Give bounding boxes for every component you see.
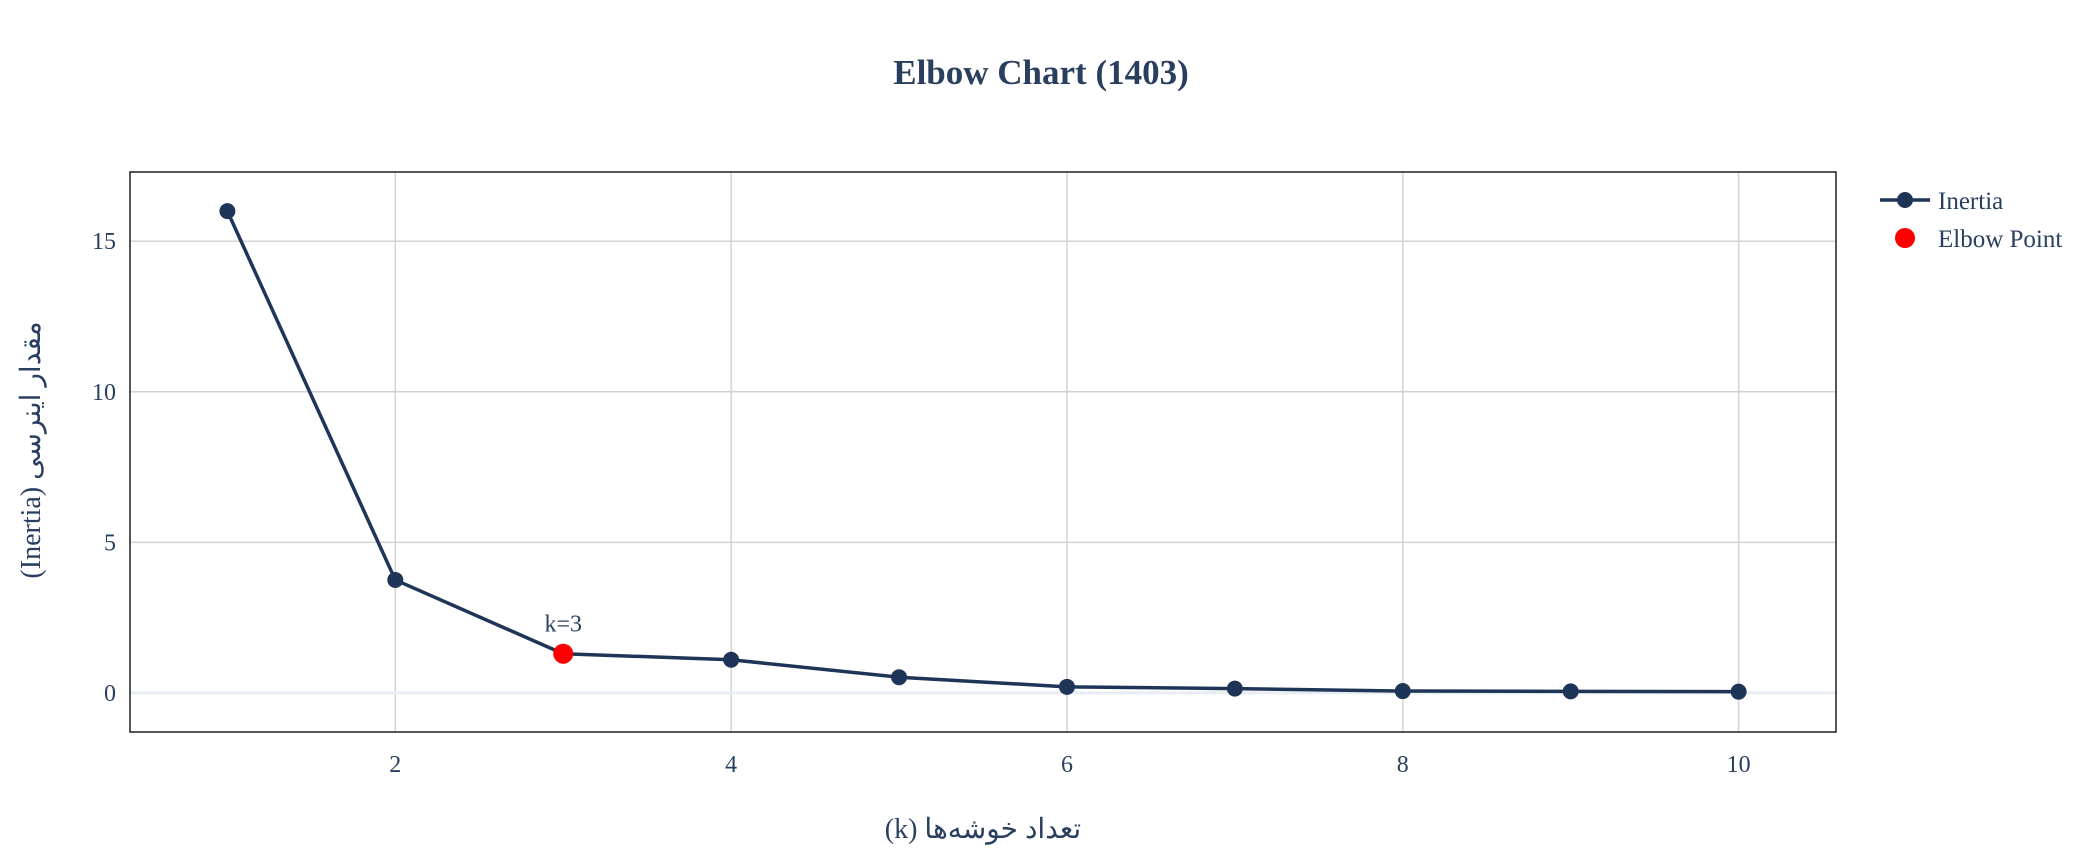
tick-labels: 2 4 6 8 10 0 5 10 15 xyxy=(92,229,1751,778)
data-point xyxy=(1562,683,1579,700)
data-point xyxy=(219,203,236,220)
elbow-point-marker xyxy=(553,643,574,664)
series-line-0 xyxy=(225,210,1739,694)
data-point xyxy=(387,571,404,588)
x-tick-label: 6 xyxy=(1061,752,1073,778)
legend-item[interactable]: Inertia xyxy=(1880,188,2003,215)
grid-lines xyxy=(130,172,1836,732)
legend-label: Elbow Point xyxy=(1938,226,2062,253)
legend-label: Inertia xyxy=(1938,188,2003,215)
y-tick-label: 15 xyxy=(92,229,116,255)
y-axis-label: مقدار اینرسی (Inertia) xyxy=(16,321,47,578)
x-tick-label: 8 xyxy=(1397,752,1409,778)
x-axis-label: تعداد خوشه‌ها (k) xyxy=(885,814,1081,845)
data-point xyxy=(1394,683,1411,700)
series-layer xyxy=(219,203,1747,700)
data-point xyxy=(1058,678,1075,695)
data-point xyxy=(1226,680,1243,697)
data-point xyxy=(723,651,740,668)
x-tick-label: 4 xyxy=(725,752,737,778)
legend-item[interactable]: Elbow Point xyxy=(1895,226,2062,253)
elbow-annotation: k=3 xyxy=(544,612,582,638)
data-point xyxy=(1730,683,1747,700)
data-point xyxy=(891,669,908,686)
plot-area-border xyxy=(129,171,1837,733)
chart-title: Elbow Chart (1403) xyxy=(893,53,1189,92)
legend-marker-swatch xyxy=(1897,192,1913,208)
y-tick-label: 0 xyxy=(104,681,116,707)
x-tick-label: 10 xyxy=(1727,752,1751,778)
legend-marker-swatch xyxy=(1895,228,1915,248)
y-tick-label: 10 xyxy=(92,380,116,406)
legend: Inertia Elbow Point xyxy=(1880,188,2062,253)
y-tick-label: 5 xyxy=(104,530,116,556)
x-tick-label: 2 xyxy=(389,752,401,778)
annotations: k=3 xyxy=(544,612,582,638)
